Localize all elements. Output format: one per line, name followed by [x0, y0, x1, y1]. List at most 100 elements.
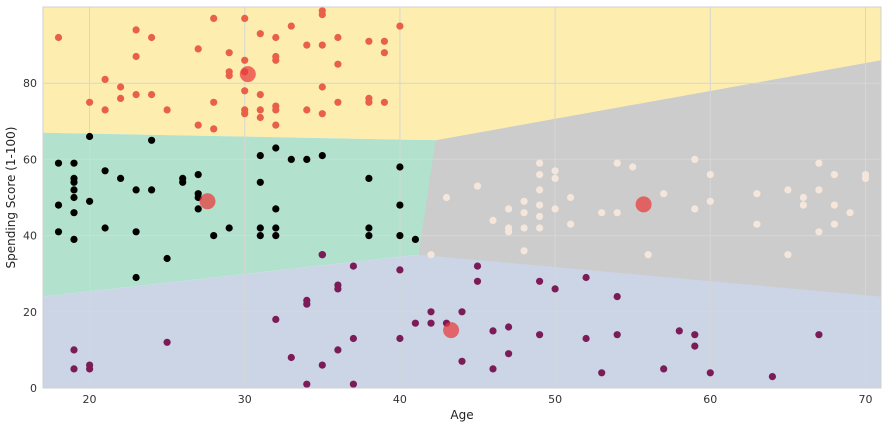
data-point — [318, 361, 326, 369]
data-point — [194, 121, 202, 129]
data-point — [101, 106, 109, 114]
data-point — [411, 319, 419, 327]
data-point — [334, 285, 342, 293]
data-point — [272, 121, 280, 129]
region-yellow — [43, 7, 881, 141]
data-point — [520, 224, 528, 232]
data-point — [117, 174, 125, 182]
data-point — [256, 224, 264, 232]
data-point — [256, 232, 264, 240]
data-point — [318, 83, 326, 91]
data-point — [380, 49, 388, 57]
x-axis-label: Age — [450, 408, 473, 422]
data-point — [551, 174, 559, 182]
data-point — [225, 49, 233, 57]
data-point — [520, 197, 528, 205]
data-point — [442, 193, 451, 202]
data-point — [380, 37, 388, 45]
data-point — [536, 171, 544, 179]
y-tick-label: 20 — [23, 306, 37, 319]
data-point — [272, 232, 280, 240]
data-point — [505, 205, 513, 213]
data-point — [70, 235, 78, 243]
data-point — [303, 300, 311, 308]
data-point — [303, 155, 311, 163]
data-point — [582, 334, 590, 343]
data-point — [551, 167, 559, 175]
data-point — [148, 33, 156, 42]
data-point — [148, 91, 156, 99]
data-point — [768, 373, 777, 381]
data-point — [411, 235, 419, 243]
data-point — [54, 228, 63, 236]
data-point — [272, 106, 280, 114]
data-point — [117, 94, 125, 102]
data-point — [256, 91, 264, 99]
data-point — [365, 232, 373, 240]
data-point — [675, 327, 683, 335]
data-point — [396, 334, 404, 343]
data-point — [613, 331, 621, 339]
data-point — [473, 182, 482, 190]
data-point — [799, 201, 808, 209]
data-point — [520, 209, 528, 217]
data-point — [489, 327, 497, 335]
data-point — [101, 224, 109, 232]
data-point — [210, 232, 218, 240]
data-point — [194, 171, 202, 179]
data-point — [101, 75, 109, 83]
data-point — [54, 159, 63, 167]
data-point — [241, 56, 249, 64]
y-tick-label: 60 — [23, 153, 37, 166]
data-point — [287, 155, 295, 163]
x-tick-label: 60 — [703, 393, 717, 406]
data-point — [194, 45, 202, 53]
data-point — [132, 26, 140, 34]
data-point — [70, 193, 78, 202]
data-point — [225, 224, 233, 232]
data-point — [753, 190, 761, 198]
y-tick-label: 0 — [30, 382, 37, 395]
data-point — [210, 14, 218, 22]
centroid-marker — [443, 322, 460, 339]
data-point — [210, 125, 218, 133]
data-point — [458, 357, 466, 365]
data-point — [86, 365, 94, 373]
centroid-markers — [199, 66, 652, 339]
data-point — [691, 331, 699, 339]
data-point — [272, 205, 280, 213]
data-point — [706, 197, 714, 205]
data-point — [505, 350, 513, 358]
data-point — [241, 110, 249, 118]
data-point — [241, 14, 249, 22]
data-point — [179, 178, 187, 186]
data-point — [225, 72, 233, 80]
data-point — [349, 334, 357, 343]
data-point — [334, 33, 342, 42]
data-point — [70, 365, 78, 373]
cluster-regions — [43, 7, 881, 388]
data-point — [54, 33, 63, 42]
data-point — [210, 98, 218, 106]
region-green — [43, 132, 436, 297]
data-point — [396, 22, 404, 30]
data-point — [784, 186, 792, 194]
data-point — [846, 209, 854, 217]
y-axis-label: Spending Score (1-100) — [4, 127, 18, 269]
data-point — [427, 308, 435, 316]
data-point — [660, 365, 668, 373]
data-point — [551, 285, 559, 293]
centroid-marker — [239, 66, 256, 83]
data-point — [303, 41, 311, 49]
data-point — [520, 247, 528, 255]
data-point — [241, 87, 249, 95]
data-point — [163, 254, 171, 263]
data-point — [830, 220, 839, 228]
data-point — [287, 22, 295, 30]
data-point — [396, 163, 404, 171]
data-point — [473, 277, 482, 285]
data-point — [70, 159, 78, 167]
data-point — [691, 205, 699, 213]
data-point — [582, 273, 590, 282]
